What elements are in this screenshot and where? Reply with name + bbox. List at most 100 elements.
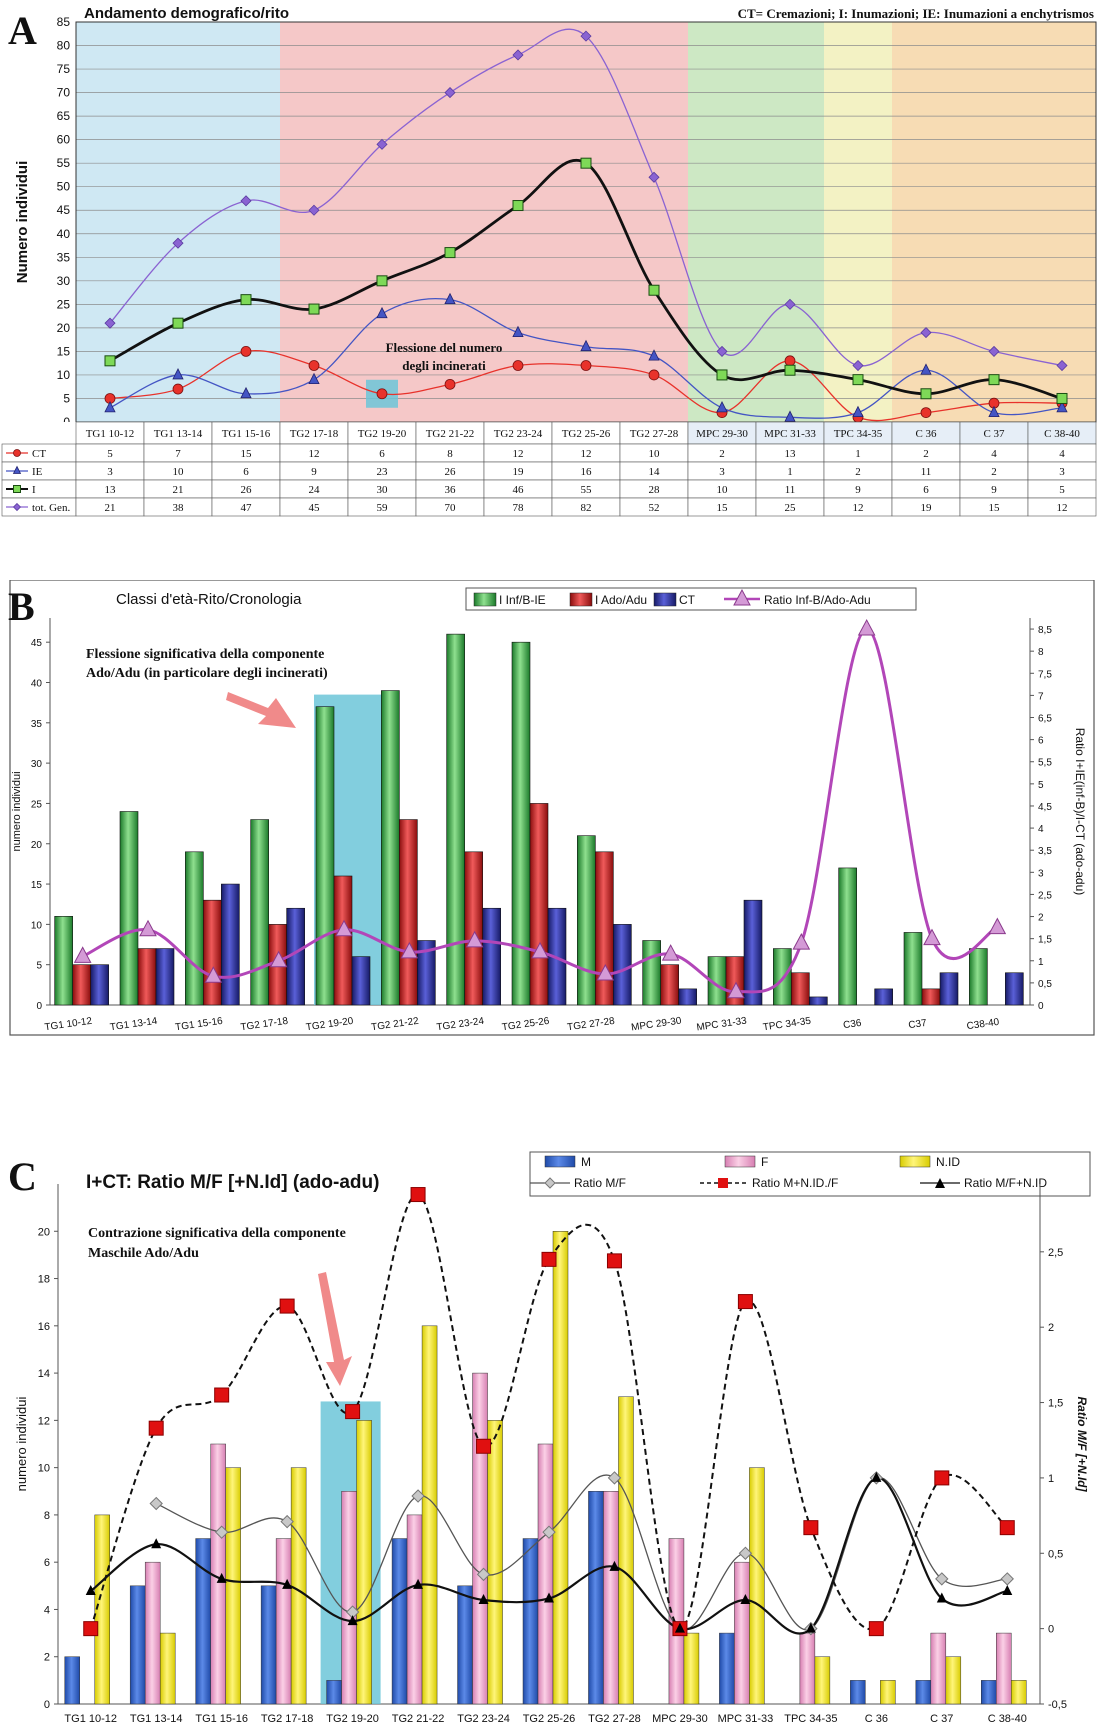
panel-b-ratio-point-0 (73, 946, 92, 963)
panel-b-bar-1-8 (595, 851, 614, 1006)
panel-a-point-0-12 (920, 407, 932, 418)
panel-a-ytick: 35 (57, 250, 71, 264)
panel-c-ratio-point-2-1 (151, 1538, 162, 1549)
panel-a-ytick: 10 (57, 368, 71, 382)
panel-c-ratio-point-2-4 (347, 1615, 358, 1626)
panel-a-point-0-8 (648, 369, 660, 381)
panel-a-point-2-5 (444, 247, 456, 259)
panel-a-table-value: 36 (445, 484, 457, 496)
panel-a-category-label: TG2 23-24 (494, 428, 543, 440)
panel-a-ytick: 55 (57, 156, 71, 170)
panel-a-table-value: 16 (581, 466, 593, 478)
panel-a-table-value: 78 (513, 502, 525, 514)
panel-c-bar-2-14 (1011, 1680, 1027, 1705)
panel-a-point-2-4 (376, 275, 388, 287)
panel-a-point-3-9 (716, 345, 728, 357)
panel-b-y2tick: 4 (1038, 824, 1044, 835)
panel-c-bar-2-8 (618, 1396, 634, 1705)
panel-c-legend-marker (544, 1177, 556, 1189)
panel-a-ytick: 75 (57, 62, 71, 76)
panel-c-ratio-point-1-1 (148, 1420, 164, 1436)
panel-a-point-0-4 (376, 388, 388, 400)
panel-c-category-label: TG1 15-16 (195, 1713, 248, 1725)
panel-b-bar-1-11 (791, 972, 810, 1006)
panel-c-ratio-point-1-3 (279, 1298, 295, 1314)
panel-c-ratio-point-1-12 (868, 1621, 884, 1637)
panel-b-bar-1-0 (72, 964, 91, 1006)
panel-c-letter: C (8, 1154, 37, 1199)
panel-a-ytick: 5 (63, 391, 70, 405)
panel-c-ytick: 20 (38, 1226, 50, 1238)
panel-b-bar-1-4 (333, 875, 353, 1006)
panel-a-table-value: 7 (175, 448, 181, 460)
panel-a-point-1-5 (444, 292, 456, 305)
panel-b-annotation-arrow (226, 692, 296, 728)
panel-b-bar-2-11 (809, 996, 828, 1006)
panel-c-category-label: C 38-40 (988, 1713, 1027, 1725)
panel-b-y2tick: 0,5 (1038, 979, 1052, 990)
panel-a-table-value: 46 (513, 484, 525, 496)
panel-c-ratio-point-1-13 (934, 1470, 950, 1486)
panel-c-ratio-point-0-2 (214, 1525, 229, 1539)
panel-a-point-1-6 (512, 325, 524, 337)
panel-c-bar-0-4 (326, 1680, 342, 1705)
panel-a-band-4 (892, 22, 1096, 422)
panel-a-table-legend-marker (13, 449, 21, 457)
panel-a-chart: 0510152025303540455055606570758085AAndam… (0, 5, 1097, 517)
panel-c-category-label: TG2 23-24 (457, 1713, 510, 1725)
panel-b-bar-0-9 (642, 940, 661, 1006)
panel-b-category-label: C36 (842, 1018, 862, 1032)
panel-a-table-row-label: IE (32, 466, 43, 478)
panel-a-table-value: 9 (991, 484, 997, 496)
panel-c-ytick: 18 (38, 1274, 50, 1286)
panel-a-ytick: 25 (57, 297, 71, 311)
panel-c-y2tick: 0 (1048, 1624, 1054, 1636)
panel-b-bar-2-8 (613, 924, 632, 1006)
panel-a-table-value: 6 (379, 448, 385, 460)
panel-a-table-value: 8 (447, 448, 453, 460)
panel-a-point-1-4 (376, 306, 388, 319)
panel-a-category-label: C 38-40 (1044, 428, 1080, 440)
panel-c-ratio-point-1-4 (345, 1404, 361, 1420)
panel-a-point-2-2 (240, 294, 252, 306)
panel-c-ytick: 2 (44, 1652, 50, 1664)
panel-c-category-label: TPC 34-35 (784, 1713, 837, 1725)
panel-a-ytick: 70 (57, 86, 71, 100)
panel-b-legend-label: I Inf/B-IE (499, 593, 546, 607)
panel-b-y2tick: 4,5 (1038, 802, 1052, 813)
panel-c-ratio-line-2 (90, 1476, 1008, 1635)
panel-a-table-value: 11 (785, 484, 796, 496)
panel-a-legend-text: CT= Cremazioni; I: Inumazioni; IE: Inuma… (738, 6, 1094, 21)
panel-c-bar-1-4 (341, 1491, 357, 1705)
panel-c-legend-label: Ratio M/F+N.ID (964, 1176, 1047, 1190)
panel-a-point-2-13 (988, 374, 1000, 386)
panel-a-point-1-0 (104, 400, 116, 413)
panel-a-point-3-8 (648, 171, 660, 183)
panel-b-y2tick: 5,5 (1038, 758, 1052, 769)
panel-a-point-1-12 (920, 363, 932, 375)
panel-a-table-value: 52 (649, 502, 660, 514)
panel-a-table-value: 6 (923, 484, 929, 496)
panel-a-table-value: 5 (1059, 484, 1065, 496)
panel-a-table-value: 14 (649, 466, 661, 478)
panel-c-ratio-point-0-13 (935, 1572, 949, 1586)
panel-c-ytick: 10 (38, 1463, 50, 1475)
panel-b-y2tick: 6,5 (1038, 714, 1052, 725)
panel-a-table-value: 4 (1059, 448, 1065, 460)
panel-c-bar-0-12 (850, 1680, 866, 1705)
panel-a-point-3-1 (172, 237, 184, 249)
panel-b-bar-0-4 (315, 706, 335, 1006)
panel-c-ratio-point-1-6 (476, 1438, 492, 1454)
panel-a-table-value: 59 (377, 502, 389, 514)
panel-c-ratio-point-0-14 (1000, 1572, 1014, 1586)
panel-b-y2tick: 8,5 (1038, 625, 1052, 636)
panel-b-ytick: 20 (31, 840, 43, 851)
panel-a-table-value: 12 (853, 502, 864, 514)
panel-c-ylabel: numero individui (14, 1397, 29, 1492)
panel-b-ratio-point-12 (857, 618, 876, 636)
panel-c-ratio-point-2-3 (282, 1578, 293, 1589)
panel-b-bar-0-8 (577, 835, 596, 1006)
panel-a-point-0-5 (444, 378, 456, 390)
panel-c-legend-marker (935, 1178, 945, 1188)
